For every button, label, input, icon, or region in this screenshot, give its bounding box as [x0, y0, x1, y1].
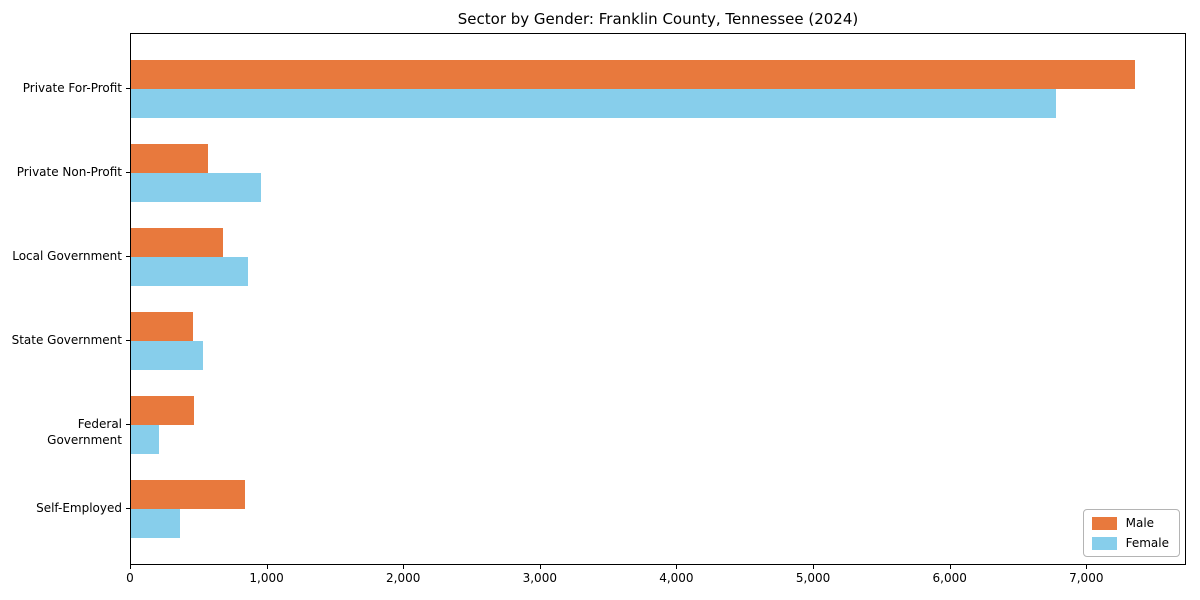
bar-male-3 — [131, 228, 223, 257]
legend-swatch-female — [1091, 536, 1117, 550]
bar-male-4 — [131, 312, 194, 341]
xtick-mark — [676, 565, 678, 569]
ytick-label: Local Government — [12, 249, 122, 263]
ytick-mark — [126, 172, 130, 173]
ytick-label: State Government — [11, 333, 122, 347]
xtick-label: 4,000 — [659, 571, 694, 585]
xtick-label: 6,000 — [932, 571, 967, 585]
xtick-mark — [266, 565, 268, 569]
bar-female-2 — [131, 173, 261, 202]
ytick-mark — [126, 340, 130, 341]
xtick-label: 7,000 — [1069, 571, 1104, 585]
bar-female-1 — [131, 89, 1056, 118]
plot-area: Male Female — [130, 33, 1186, 565]
xtick-label: 2,000 — [386, 571, 421, 585]
chart-title: Sector by Gender: Franklin County, Tenne… — [457, 10, 859, 28]
ytick-label: Federal Government — [47, 417, 122, 447]
xtick-mark — [949, 565, 951, 569]
bar-male-2 — [131, 144, 208, 173]
ytick-label: Private For-Profit — [22, 81, 122, 95]
bar-male-5 — [131, 396, 194, 425]
ytick-mark — [126, 88, 130, 89]
ytick-mark — [126, 508, 130, 509]
ytick-mark — [126, 424, 130, 425]
xtick-label: 1,000 — [249, 571, 284, 585]
legend-label-female: Female — [1125, 536, 1169, 550]
bar-female-4 — [131, 341, 204, 370]
legend-swatch-male — [1091, 516, 1117, 530]
xtick-mark — [813, 565, 815, 569]
xtick-mark — [130, 565, 131, 569]
bar-female-5 — [131, 425, 159, 454]
xtick-label: 3,000 — [522, 571, 557, 585]
legend-label-male: Male — [1125, 516, 1155, 530]
xtick-mark — [403, 565, 405, 569]
legend: Male Female — [1082, 509, 1180, 557]
ytick-label: Private Non-Profit — [16, 165, 122, 179]
legend-item-male: Male — [1091, 516, 1169, 530]
ytick-mark — [126, 256, 130, 257]
xtick-label: 5,000 — [795, 571, 831, 585]
ytick-label: Self-Employed — [36, 501, 122, 515]
bars-layer — [131, 34, 1185, 564]
legend-item-female: Female — [1091, 536, 1169, 550]
xtick-mark — [1086, 565, 1088, 569]
bar-male-6 — [131, 480, 246, 509]
bar-male-1 — [131, 60, 1136, 89]
xtick-label: 0 — [126, 571, 134, 585]
bar-female-6 — [131, 509, 180, 538]
bar-female-3 — [131, 257, 248, 286]
xtick-mark — [539, 565, 541, 569]
